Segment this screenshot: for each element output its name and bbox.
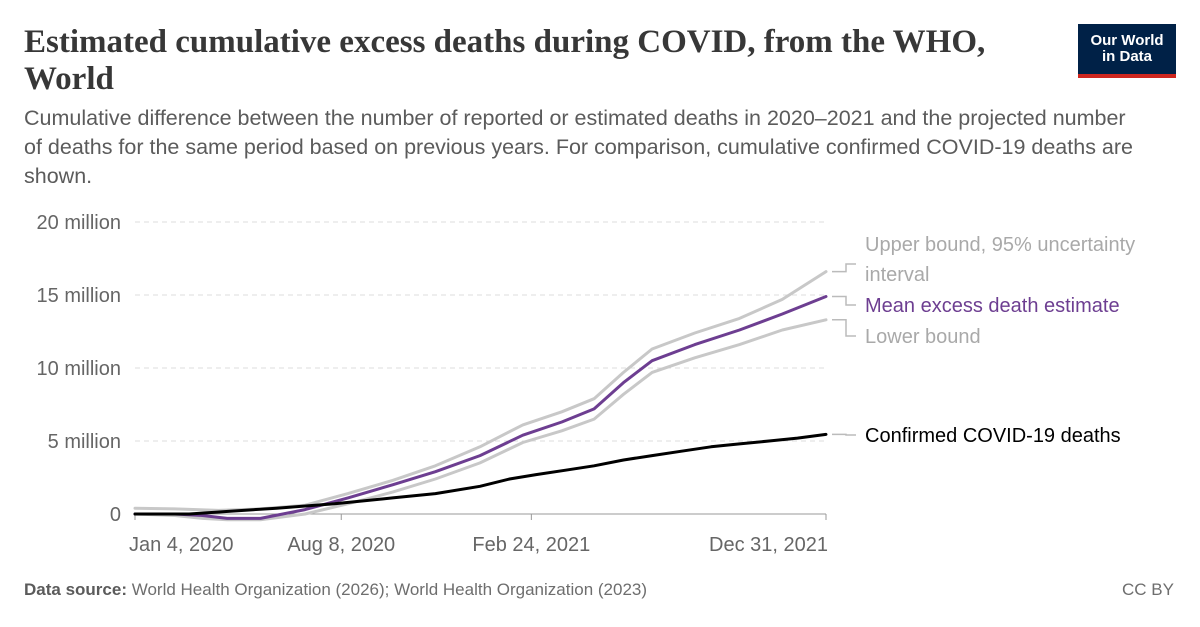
upper-bound-label: Upper bound, 95% uncertainty interval (865, 234, 1135, 286)
series-lines (133, 270, 828, 522)
label-connector (832, 295, 856, 306)
confirmed-deaths-label: Confirmed COVID-19 deaths (865, 425, 1121, 447)
upper-bound-line (133, 270, 828, 512)
chart-subtitle: Cumulative difference between the number… (24, 106, 1133, 188)
lower-bound-line (133, 318, 828, 522)
y-tick-label: 20 million (37, 212, 121, 234)
our-world-in-data-logo[interactable]: Our World in Data (1078, 24, 1176, 78)
lower-bound-label: Lower bound (865, 326, 981, 348)
x-tick-label: Dec 31, 2021 (709, 534, 828, 556)
license-link[interactable]: CC BY (1122, 580, 1174, 599)
data-source-label: Data source: (24, 580, 127, 599)
x-tick-label: Feb 24, 2021 (472, 534, 590, 556)
chart-title: Estimated cumulative excess deaths durin… (24, 24, 986, 97)
logo-text: Our World in Data (1090, 32, 1164, 65)
mean-estimate-line (133, 295, 828, 520)
y-tick-label: 5 million (48, 431, 121, 453)
y-tick-label: 10 million (37, 358, 121, 380)
y-tick-label: 0 (110, 504, 121, 526)
line-chart: 0 5 million 10 million 15 million 20 million… (37, 212, 1136, 556)
x-axis: Jan 4, 2020 Aug 8, 2020 Feb 24, 2021 Dec 31… (129, 513, 828, 556)
confirmed-deaths-line (133, 432, 828, 516)
mean-estimate-label: Mean excess death estimate (865, 295, 1120, 317)
x-tick-label: Jan 4, 2020 (129, 534, 234, 556)
data-source-text[interactable]: World Health Organization (2026); World … (131, 580, 648, 599)
x-tick-label: Aug 8, 2020 (287, 534, 395, 556)
y-axis: 0 5 million 10 million 15 million 20 million (37, 212, 121, 526)
label-connector (832, 263, 856, 273)
label-connector (832, 433, 856, 436)
series-labels: Upper bound, 95% uncertainty interval Mean… (832, 234, 1135, 447)
label-connector (832, 319, 856, 337)
footer: Data source: World Health Organization (… (24, 580, 1176, 600)
gridlines (135, 221, 826, 442)
y-tick-label: 15 million (37, 285, 121, 307)
